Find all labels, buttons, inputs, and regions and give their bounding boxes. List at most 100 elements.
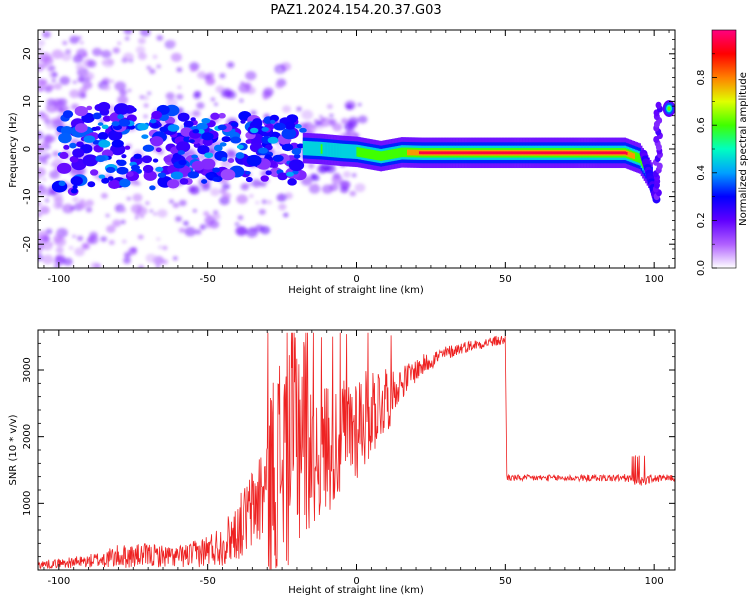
spectral-point [176, 67, 183, 73]
spectral-cell [344, 143, 347, 159]
spectral-point [311, 174, 320, 182]
spectral-point [109, 79, 115, 84]
spectral-point [212, 176, 220, 182]
spectral-point [146, 65, 152, 70]
spectrogram-x-axis: -100 -50 0 50 100 [43, 30, 670, 285]
spectral-cell [432, 151, 435, 155]
spectral-point [193, 92, 201, 100]
spectral-point [321, 184, 334, 194]
spectral-cell [576, 151, 579, 155]
spectral-cell [456, 151, 458, 155]
spectral-cell [471, 151, 473, 155]
spectral-point [346, 120, 358, 129]
spectral-point [178, 199, 187, 207]
spectral-point [201, 179, 208, 184]
spectral-cell [530, 151, 533, 155]
spectral-cell [396, 148, 399, 158]
spectral-point [108, 179, 121, 190]
spectral-point [190, 117, 196, 122]
spectral-point [245, 139, 252, 144]
spectral-point [58, 132, 72, 144]
spectral-point [145, 253, 157, 263]
spectral-point [283, 212, 289, 218]
spectral-point [62, 110, 74, 119]
spectral-point [149, 185, 156, 191]
spectral-point [77, 36, 82, 40]
spectral-point [266, 199, 273, 205]
spectral-cell [307, 141, 310, 156]
spectral-point [217, 124, 227, 131]
spectral-cell [543, 151, 546, 155]
spectral-point [145, 201, 150, 205]
spectral-point [156, 265, 160, 268]
spectral-point [325, 164, 336, 173]
spectral-cell [484, 151, 487, 155]
spectral-cell [475, 151, 478, 155]
spectral-point [167, 124, 180, 132]
spectral-point [119, 178, 131, 188]
spectral-cell [502, 151, 505, 155]
colorbar-gradient [711, 29, 737, 269]
spectral-point [250, 110, 257, 116]
spectral-point [152, 212, 158, 216]
spectral-point [301, 109, 314, 120]
spectral-cell [621, 151, 624, 155]
spectral-point [38, 167, 46, 177]
spectral-cell [415, 149, 418, 156]
spectral-cell [496, 151, 499, 155]
spectral-point [176, 141, 191, 153]
spectral-point [70, 188, 78, 194]
spectral-point [215, 85, 225, 94]
spectral-cell [590, 151, 592, 155]
colorbar-label: Normalized spectral amplitude [738, 72, 749, 226]
spectral-cell [616, 151, 619, 155]
spectral-point [219, 142, 227, 147]
spectral-cell [430, 151, 433, 155]
spectral-point [108, 240, 115, 246]
spectral-point [51, 72, 58, 78]
spectral-point [95, 155, 106, 162]
spectral-point [168, 199, 174, 204]
spectral-cell [322, 141, 324, 157]
spectral-point [136, 181, 141, 186]
spectral-cell [606, 151, 609, 155]
spectral-point [157, 172, 167, 178]
spectral-cell [520, 151, 522, 155]
spectral-point [75, 63, 84, 71]
spectral-cell [351, 144, 354, 159]
spectral-point [52, 201, 62, 210]
spectral-point [141, 134, 149, 139]
spectral-cell [436, 151, 439, 155]
spectral-point [69, 35, 80, 44]
spectral-point [97, 101, 111, 112]
spectral-cell [408, 149, 411, 156]
spectral-point [53, 82, 62, 90]
spectral-point [326, 103, 333, 110]
spectral-point [91, 126, 98, 131]
spectral-cell [429, 151, 432, 155]
spectral-cell [587, 151, 589, 155]
spectral-cell [463, 151, 466, 155]
spectral-cell [392, 149, 394, 159]
y-tick-label: 0 [22, 146, 33, 152]
spectral-point [277, 172, 288, 181]
x-tick-label: 50 [499, 274, 512, 285]
spectral-point [210, 112, 220, 120]
spectral-point [79, 41, 84, 45]
spectral-cell [421, 151, 424, 155]
spectral-point [76, 202, 86, 210]
spectral-cell [390, 149, 393, 159]
spectral-cell [319, 141, 321, 157]
spectral-cell [529, 151, 531, 155]
spectral-point [159, 126, 168, 133]
spectral-point [54, 237, 67, 247]
spectral-cell [476, 151, 479, 155]
spectral-cell [517, 151, 519, 155]
spectral-cell [612, 151, 615, 155]
spectral-cell [439, 151, 442, 155]
spectral-point [111, 139, 124, 148]
spectral-point [261, 127, 269, 132]
spectral-cell [514, 151, 516, 155]
spectral-cell [497, 151, 500, 155]
